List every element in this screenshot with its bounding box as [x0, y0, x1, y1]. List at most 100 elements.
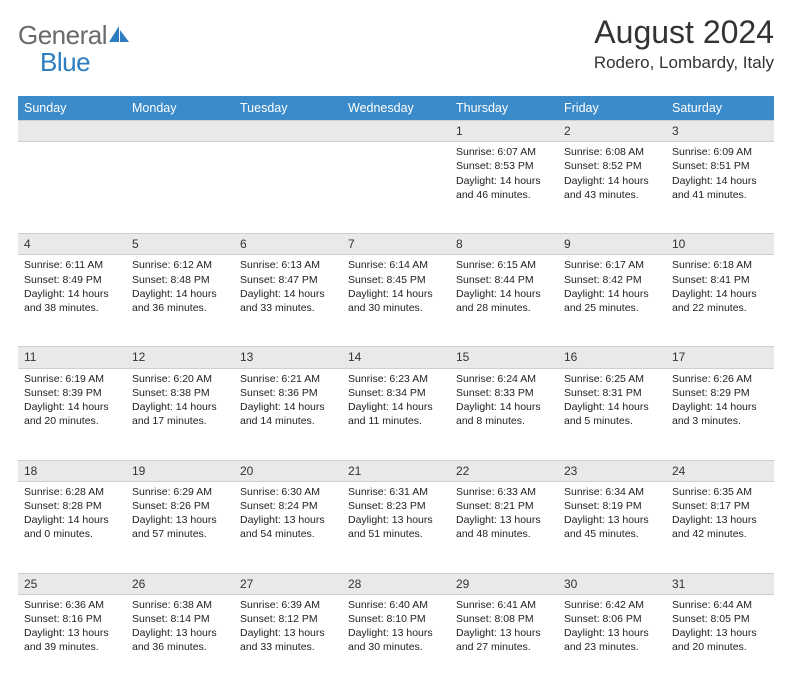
day-cell-body: Sunrise: 6:31 AMSunset: 8:23 PMDaylight:…	[342, 482, 450, 548]
day-cell	[126, 142, 234, 234]
day-content-row: Sunrise: 6:07 AMSunset: 8:53 PMDaylight:…	[18, 142, 774, 234]
sunrise-text: Sunrise: 6:33 AM	[456, 485, 552, 499]
sunrise-text: Sunrise: 6:39 AM	[240, 598, 336, 612]
sunrise-text: Sunrise: 6:23 AM	[348, 372, 444, 386]
sunset-text: Sunset: 8:42 PM	[564, 273, 660, 287]
daylight-text: Daylight: 14 hours and 33 minutes.	[240, 287, 336, 315]
daylight-text: Daylight: 13 hours and 57 minutes.	[132, 513, 228, 541]
day-number: 10	[666, 234, 774, 255]
daylight-text: Daylight: 13 hours and 20 minutes.	[672, 626, 768, 654]
day-number: 20	[234, 460, 342, 481]
month-title: August 2024	[594, 14, 774, 51]
day-cell-body: Sunrise: 6:07 AMSunset: 8:53 PMDaylight:…	[450, 142, 558, 208]
day-cell: Sunrise: 6:31 AMSunset: 8:23 PMDaylight:…	[342, 481, 450, 573]
day-cell-body: Sunrise: 6:14 AMSunset: 8:45 PMDaylight:…	[342, 255, 450, 321]
daylight-text: Daylight: 13 hours and 23 minutes.	[564, 626, 660, 654]
sunset-text: Sunset: 8:52 PM	[564, 159, 660, 173]
day-number: 30	[558, 573, 666, 594]
sunrise-text: Sunrise: 6:41 AM	[456, 598, 552, 612]
sunset-text: Sunset: 8:12 PM	[240, 612, 336, 626]
day-cell: Sunrise: 6:35 AMSunset: 8:17 PMDaylight:…	[666, 481, 774, 573]
sunset-text: Sunset: 8:48 PM	[132, 273, 228, 287]
header: General Blue August 2024 Rodero, Lombard…	[18, 14, 774, 86]
day-number-row: 123	[18, 121, 774, 142]
day-cell-body: Sunrise: 6:28 AMSunset: 8:28 PMDaylight:…	[18, 482, 126, 548]
day-cell-body: Sunrise: 6:39 AMSunset: 8:12 PMDaylight:…	[234, 595, 342, 661]
daylight-text: Daylight: 13 hours and 48 minutes.	[456, 513, 552, 541]
sunrise-text: Sunrise: 6:11 AM	[24, 258, 120, 272]
day-number: 25	[18, 573, 126, 594]
sunrise-text: Sunrise: 6:29 AM	[132, 485, 228, 499]
calendar-page: General Blue August 2024 Rodero, Lombard…	[0, 0, 792, 700]
sunrise-text: Sunrise: 6:25 AM	[564, 372, 660, 386]
daylight-text: Daylight: 13 hours and 39 minutes.	[24, 626, 120, 654]
calendar-body: 123Sunrise: 6:07 AMSunset: 8:53 PMDaylig…	[18, 121, 774, 687]
day-cell: Sunrise: 6:20 AMSunset: 8:38 PMDaylight:…	[126, 368, 234, 460]
day-number	[234, 121, 342, 142]
sunrise-text: Sunrise: 6:24 AM	[456, 372, 552, 386]
weekday-header: Sunday	[18, 96, 126, 121]
day-cell-body: Sunrise: 6:18 AMSunset: 8:41 PMDaylight:…	[666, 255, 774, 321]
sunrise-text: Sunrise: 6:20 AM	[132, 372, 228, 386]
day-number: 6	[234, 234, 342, 255]
day-number-row: 25262728293031	[18, 573, 774, 594]
sunrise-text: Sunrise: 6:19 AM	[24, 372, 120, 386]
day-number-row: 11121314151617	[18, 347, 774, 368]
sunset-text: Sunset: 8:33 PM	[456, 386, 552, 400]
weekday-header: Thursday	[450, 96, 558, 121]
sunrise-text: Sunrise: 6:08 AM	[564, 145, 660, 159]
day-cell: Sunrise: 6:36 AMSunset: 8:16 PMDaylight:…	[18, 594, 126, 686]
sunset-text: Sunset: 8:45 PM	[348, 273, 444, 287]
day-cell: Sunrise: 6:12 AMSunset: 8:48 PMDaylight:…	[126, 255, 234, 347]
day-cell-body: Sunrise: 6:09 AMSunset: 8:51 PMDaylight:…	[666, 142, 774, 208]
sunset-text: Sunset: 8:10 PM	[348, 612, 444, 626]
sunrise-text: Sunrise: 6:12 AM	[132, 258, 228, 272]
sunset-text: Sunset: 8:51 PM	[672, 159, 768, 173]
sunrise-text: Sunrise: 6:13 AM	[240, 258, 336, 272]
sunrise-text: Sunrise: 6:14 AM	[348, 258, 444, 272]
sunrise-text: Sunrise: 6:07 AM	[456, 145, 552, 159]
sunset-text: Sunset: 8:53 PM	[456, 159, 552, 173]
day-cell: Sunrise: 6:09 AMSunset: 8:51 PMDaylight:…	[666, 142, 774, 234]
day-number: 3	[666, 121, 774, 142]
day-number: 28	[342, 573, 450, 594]
sunrise-text: Sunrise: 6:15 AM	[456, 258, 552, 272]
sunset-text: Sunset: 8:05 PM	[672, 612, 768, 626]
sunset-text: Sunset: 8:26 PM	[132, 499, 228, 513]
daylight-text: Daylight: 13 hours and 54 minutes.	[240, 513, 336, 541]
day-number: 14	[342, 347, 450, 368]
day-number: 22	[450, 460, 558, 481]
day-number: 15	[450, 347, 558, 368]
day-cell-body: Sunrise: 6:35 AMSunset: 8:17 PMDaylight:…	[666, 482, 774, 548]
sunrise-text: Sunrise: 6:44 AM	[672, 598, 768, 612]
sunset-text: Sunset: 8:14 PM	[132, 612, 228, 626]
day-cell: Sunrise: 6:38 AMSunset: 8:14 PMDaylight:…	[126, 594, 234, 686]
day-number	[18, 121, 126, 142]
sunrise-text: Sunrise: 6:28 AM	[24, 485, 120, 499]
daylight-text: Daylight: 14 hours and 14 minutes.	[240, 400, 336, 428]
day-number	[342, 121, 450, 142]
sunset-text: Sunset: 8:16 PM	[24, 612, 120, 626]
day-cell-body: Sunrise: 6:25 AMSunset: 8:31 PMDaylight:…	[558, 369, 666, 435]
day-cell-body	[234, 142, 342, 151]
daylight-text: Daylight: 14 hours and 11 minutes.	[348, 400, 444, 428]
sunrise-text: Sunrise: 6:42 AM	[564, 598, 660, 612]
day-cell	[342, 142, 450, 234]
daylight-text: Daylight: 14 hours and 36 minutes.	[132, 287, 228, 315]
day-cell: Sunrise: 6:29 AMSunset: 8:26 PMDaylight:…	[126, 481, 234, 573]
weekday-header-row: Sunday Monday Tuesday Wednesday Thursday…	[18, 96, 774, 121]
daylight-text: Daylight: 13 hours and 27 minutes.	[456, 626, 552, 654]
day-cell: Sunrise: 6:42 AMSunset: 8:06 PMDaylight:…	[558, 594, 666, 686]
sunset-text: Sunset: 8:17 PM	[672, 499, 768, 513]
sunset-text: Sunset: 8:28 PM	[24, 499, 120, 513]
day-number: 1	[450, 121, 558, 142]
daylight-text: Daylight: 13 hours and 45 minutes.	[564, 513, 660, 541]
day-content-row: Sunrise: 6:19 AMSunset: 8:39 PMDaylight:…	[18, 368, 774, 460]
day-cell-body: Sunrise: 6:08 AMSunset: 8:52 PMDaylight:…	[558, 142, 666, 208]
day-number: 2	[558, 121, 666, 142]
sunset-text: Sunset: 8:06 PM	[564, 612, 660, 626]
day-cell-body: Sunrise: 6:38 AMSunset: 8:14 PMDaylight:…	[126, 595, 234, 661]
day-cell: Sunrise: 6:15 AMSunset: 8:44 PMDaylight:…	[450, 255, 558, 347]
weekday-header: Monday	[126, 96, 234, 121]
daylight-text: Daylight: 14 hours and 17 minutes.	[132, 400, 228, 428]
